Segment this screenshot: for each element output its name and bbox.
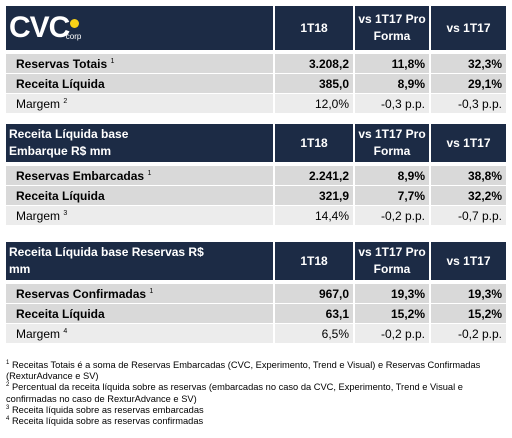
table-row: Reservas Confirmadas 1 967,0 19,3% 19,3%	[6, 283, 506, 304]
row-label: Margem 4	[6, 323, 274, 343]
cell-vs-pro-forma: 15,2%	[353, 303, 430, 324]
cell-vs-pro-forma: 19,3%	[353, 283, 430, 304]
col-header-vs-pro-forma: vs 1T17 Pro Forma	[353, 6, 430, 50]
cell-1t18: 2.241,2	[273, 165, 354, 186]
col-header-vs-pro-forma: vs 1T17 Pro Forma	[353, 124, 430, 162]
logo-sub: corp	[65, 32, 82, 41]
footnote: 3 Receita líquida sobre as reservas emba…	[6, 404, 204, 415]
footnote: 4 Receita líquida sobre as reservas conf…	[6, 415, 204, 427]
table-base-reservas: Receita Líquida base Reservas R$ mm 1T18…	[6, 242, 506, 343]
table-base-embarque: Receita Líquida base Embarque R$ mm 1T18…	[6, 124, 506, 225]
row-label: Receita Líquida	[6, 303, 274, 324]
table-row: Receita Líquida 63,1 15,2% 15,2%	[6, 303, 506, 324]
table-row: Receita Líquida 321,9 7,7% 32,2%	[6, 185, 506, 206]
cell-1t18: 12,0%	[273, 93, 354, 113]
row-label: Receita Líquida	[6, 185, 274, 206]
row-label: Reservas Totais 1	[6, 53, 274, 74]
cell-vs-pro-forma: -0,2 p.p.	[353, 323, 430, 343]
cell-vs-pro-forma: 8,9%	[353, 165, 430, 186]
cell-1t18: 967,0	[273, 283, 354, 304]
table-header: Receita Líquida base Embarque R$ mm 1T18…	[6, 124, 506, 162]
footnote: 1 Receitas Totais é a soma de Reservas E…	[6, 359, 481, 382]
cell-vs-1t17: 32,3%	[429, 53, 506, 74]
cell-vs-pro-forma: -0,2 p.p.	[353, 205, 430, 225]
cell-vs-1t17: 19,3%	[429, 283, 506, 304]
cell-vs-pro-forma: 8,9%	[353, 73, 430, 94]
row-label: Reservas Confirmadas 1	[6, 283, 274, 304]
table-row: Margem 2 12,0% -0,3 p.p. -0,3 p.p.	[6, 93, 506, 113]
cell-1t18: 321,9	[273, 185, 354, 206]
cell-vs-1t17: 32,2%	[429, 185, 506, 206]
table-row: Margem 4 6,5% -0,2 p.p. -0,2 p.p.	[6, 323, 506, 343]
cell-1t18: 63,1	[273, 303, 354, 324]
col-header-vs-1t17: vs 1T17	[429, 124, 506, 162]
cell-1t18: 6,5%	[273, 323, 354, 343]
table-header: CVC corp 1T18 vs 1T17 Pro Forma vs 1T17	[6, 6, 506, 50]
logo-text: CVC	[9, 11, 70, 44]
col-header-vs-pro-forma: vs 1T17 Pro Forma	[353, 242, 430, 280]
col-header-vs-1t17: vs 1T17	[429, 6, 506, 50]
cell-vs-pro-forma: 7,7%	[353, 185, 430, 206]
row-label: Reservas Embarcadas 1	[6, 165, 274, 186]
cell-vs-1t17: 29,1%	[429, 73, 506, 94]
footnotes: 1 Receitas Totais é a soma de Reservas E…	[6, 360, 506, 427]
table-row: Receita Líquida 385,0 8,9% 29,1%	[6, 73, 506, 94]
col-header-1t18: 1T18	[273, 242, 354, 280]
cell-vs-pro-forma: 11,8%	[353, 53, 430, 74]
cell-vs-1t17: -0,2 p.p.	[429, 323, 506, 343]
logo-dot-icon	[70, 19, 80, 28]
col-header-1t18: 1T18	[273, 124, 354, 162]
cell-1t18: 385,0	[273, 73, 354, 94]
logo-cell: CVC corp	[6, 6, 274, 50]
row-label: Margem 2	[6, 93, 274, 113]
col-header-1t18: 1T18	[273, 6, 354, 50]
table-header: Receita Líquida base Reservas R$ mm 1T18…	[6, 242, 506, 280]
cell-vs-1t17: -0,7 p.p.	[429, 205, 506, 225]
cell-vs-1t17: 38,8%	[429, 165, 506, 186]
cell-1t18: 14,4%	[273, 205, 354, 225]
table-row: Reservas Totais 1 3.208,2 11,8% 32,3%	[6, 53, 506, 74]
col-header-vs-1t17: vs 1T17	[429, 242, 506, 280]
table-title: Receita Líquida base Reservas R$ mm	[6, 242, 274, 280]
cell-1t18: 3.208,2	[273, 53, 354, 74]
table-row: Reservas Embarcadas 1 2.241,2 8,9% 38,8%	[6, 165, 506, 186]
cell-vs-1t17: 15,2%	[429, 303, 506, 324]
table-row: Margem 3 14,4% -0,2 p.p. -0,7 p.p.	[6, 205, 506, 225]
cvc-corp-logo: CVC corp	[9, 6, 273, 50]
table-reservas-totais: CVC corp 1T18 vs 1T17 Pro Forma vs 1T17 R…	[6, 6, 506, 113]
row-label: Margem 3	[6, 205, 274, 225]
table-title: Receita Líquida base Embarque R$ mm	[6, 124, 274, 162]
row-label: Receita Líquida	[6, 73, 274, 94]
footnote: 2 Percentual da receita líquida sobre as…	[6, 382, 463, 404]
cell-vs-1t17: -0,3 p.p.	[429, 93, 506, 113]
cell-vs-pro-forma: -0,3 p.p.	[353, 93, 430, 113]
